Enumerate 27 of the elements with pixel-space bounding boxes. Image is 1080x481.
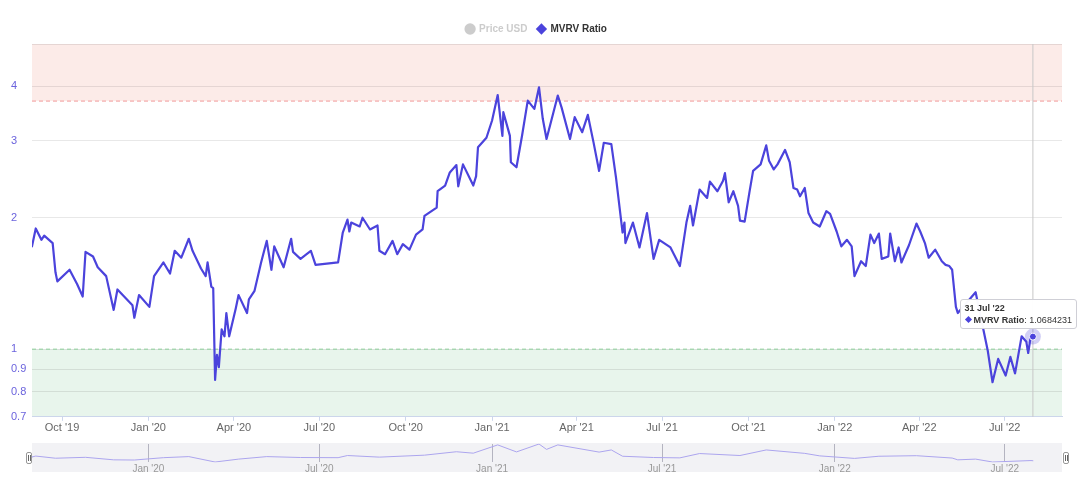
x-tick-label: Jan '21 — [476, 462, 509, 474]
y-tick-label: 0.8 — [11, 384, 27, 397]
y-tick-label: 1 — [11, 342, 18, 355]
x-tick-label: Jan '20 — [132, 462, 165, 474]
x-tick-label: Jul '20 — [305, 462, 335, 474]
x-tick-label: Jul '22 — [989, 421, 1021, 434]
x-tick-label: Apr '21 — [559, 421, 594, 434]
x-tick-label: Jan '20 — [130, 421, 166, 434]
legend-label: MVRV Ratio — [550, 22, 607, 34]
x-tick-label: Jan '21 — [474, 421, 510, 434]
y-tick-label: 3 — [11, 133, 18, 146]
x-tick-label: Jan '22 — [818, 462, 852, 474]
x-tick-label: Jul '20 — [303, 421, 336, 434]
x-tick-label: Apr '22 — [902, 421, 937, 434]
tooltip-box: 31 Jul '22 MVRV Ratio: 1.0684231 — [959, 298, 1077, 329]
y-tick-label: 0.7 — [11, 409, 27, 422]
x-tick-label: Jan '22 — [817, 421, 853, 434]
x-tick-label: Jul '21 — [647, 462, 677, 474]
x-tick-label: Apr '20 — [216, 421, 252, 434]
y-tick-label: 4 — [11, 79, 18, 92]
x-tick-label: Oct '20 — [388, 421, 423, 434]
y-tick-label: 0.9 — [11, 362, 27, 375]
x-tick-label: Oct '19 — [44, 421, 80, 434]
x-tick-label: Jul '21 — [646, 421, 678, 434]
x-tick-label: Oct '21 — [731, 421, 766, 434]
y-tick-label: 2 — [11, 210, 18, 223]
x-tick-label: Jul '22 — [990, 462, 1020, 474]
